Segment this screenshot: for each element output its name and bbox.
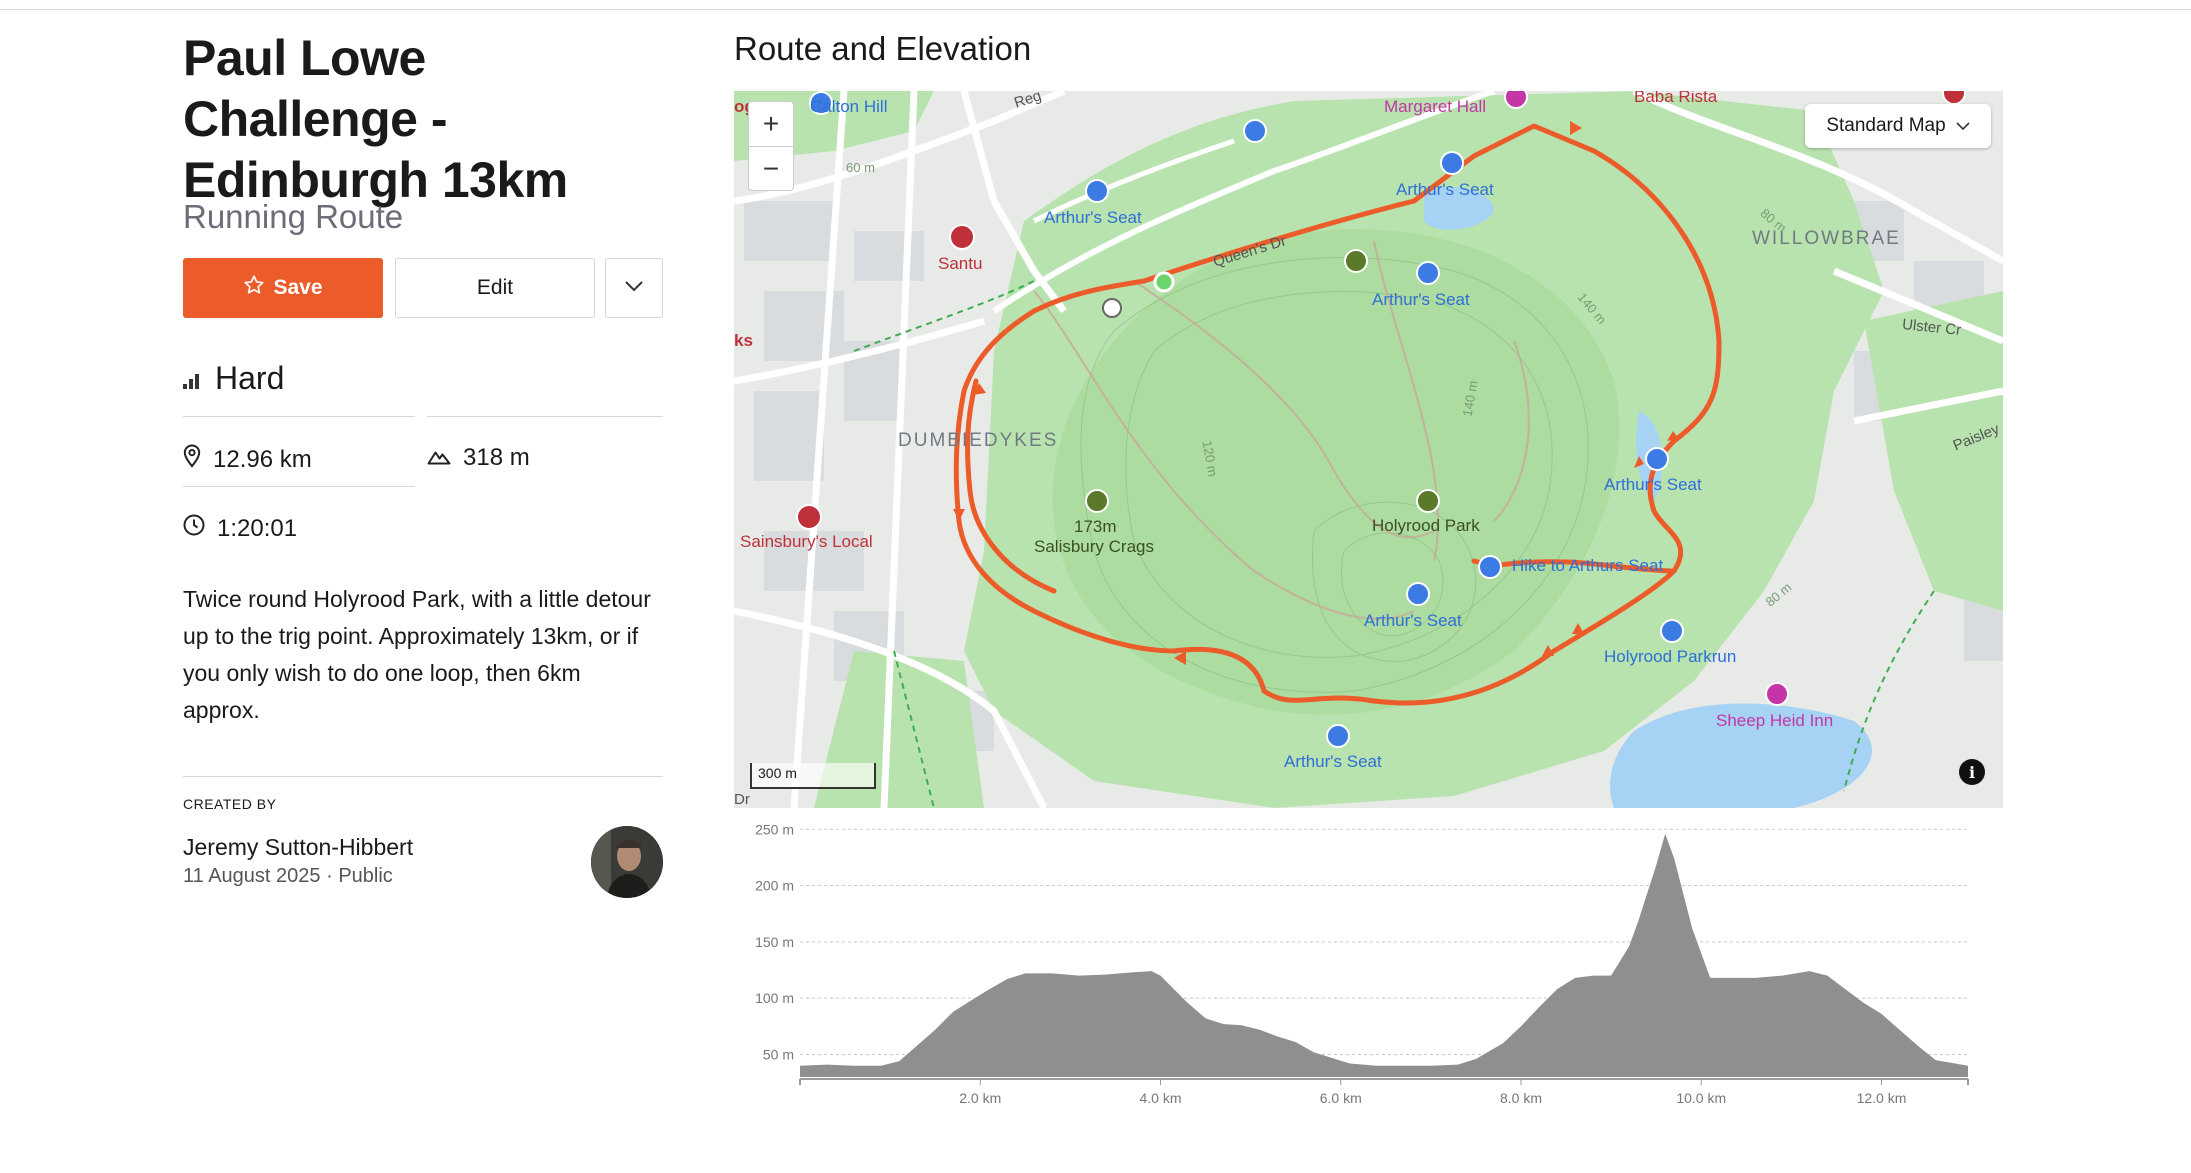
author-divider: [183, 776, 663, 777]
author-name[interactable]: Jeremy Sutton-Hibbert: [183, 834, 414, 860]
elevation-x-ticks: 2.0 km 4.0 km 6.0 km 8.0 km 10.0 km 12.0 km: [799, 1079, 1969, 1106]
poi-label-holyrood-park[interactable]: Holyrood Park: [1372, 516, 1480, 535]
stat-divider: [183, 486, 415, 487]
poi-label-arthurs-seat[interactable]: Arthur's Seat: [1284, 752, 1382, 771]
section-title: Route and Elevation: [734, 30, 1032, 67]
distance-value: 12.96 km: [213, 445, 312, 473]
visibility: Public: [338, 865, 393, 887]
mountain-icon: [427, 444, 451, 472]
route-type: Running Route: [183, 198, 404, 235]
top-divider: [0, 9, 2191, 10]
road-north: [1032, 138, 1235, 224]
clock-icon: [183, 514, 205, 543]
star-icon: [243, 274, 265, 302]
poi-label-margaret-hall[interactable]: Margaret Hall: [1384, 97, 1487, 116]
route-description: Twice round Holyrood Park, with a little…: [183, 586, 651, 723]
edge-label: ks: [734, 331, 753, 350]
x-tick-label: 2.0 km: [959, 1090, 1001, 1106]
x-tick-label: 12.0 km: [1857, 1090, 1907, 1106]
avatar[interactable]: [591, 826, 663, 898]
poi-label-hike-to-arthurs-seat[interactable]: Hike to Arthurs Seat: [1512, 556, 1664, 575]
hill-area: [1052, 229, 1620, 715]
chevron-down-icon: [624, 279, 644, 297]
stat-divider: [183, 416, 415, 417]
save-label: Save: [273, 276, 323, 299]
zoom-controls: + −: [748, 101, 794, 191]
elevation-chart[interactable]: 2.0 km 4.0 km 6.0 km 8.0 km 10.0 km 12.0 km 5…: [734, 815, 2003, 1115]
start-marker[interactable]: [1153, 271, 1175, 293]
queens-drive: [992, 91, 1495, 314]
poi-label-sainsburys-local[interactable]: Sainsbury's Local: [740, 532, 873, 551]
x-tick-label: 10.0 km: [1676, 1090, 1726, 1106]
edit-label: Edit: [476, 276, 514, 299]
map-type-label: Standard Map: [1826, 115, 1946, 136]
poi-label-holyrood-parkrun[interactable]: Holyrood Parkrun: [1604, 647, 1737, 666]
contour-label: 60 m: [846, 160, 875, 175]
page-title: Paul Lowe Challenge - Edinburgh 13km: [183, 30, 568, 208]
y-tick-label: 150 m: [755, 934, 794, 950]
finish-marker[interactable]: [1102, 298, 1122, 318]
poi-label-arthurs-seat[interactable]: Arthur's Seat: [1396, 180, 1494, 199]
area-label-willowbrae: WILLOWBRAE: [1752, 228, 1901, 249]
trails: [1033, 240, 1530, 620]
poi-label-arthurs-seat[interactable]: Arthur's Seat: [1604, 475, 1702, 494]
elevation-profile-area: [800, 833, 1968, 1077]
zoom-in-button[interactable]: +: [749, 102, 793, 147]
footpaths: [853, 280, 1935, 808]
poi-label-arthurs-seat[interactable]: Arthur's Seat: [1364, 611, 1462, 630]
stat-divider: [427, 416, 663, 417]
x-tick-label: 6.0 km: [1320, 1090, 1362, 1106]
st-margarets-loch: [1424, 187, 1494, 230]
created-by-label: CREATED BY: [183, 796, 277, 812]
poi-markers: [796, 91, 1966, 748]
difficulty-row: Hard: [183, 360, 284, 397]
poi-label-santu[interactable]: Santu: [938, 254, 983, 273]
route-direction-arrows: [953, 121, 1679, 665]
meta-separator: ·: [326, 865, 339, 887]
east-park: [1864, 291, 2003, 611]
created-date: 11 August 2025: [183, 865, 321, 887]
x-tick-label: 8.0 km: [1500, 1090, 1542, 1106]
more-options-button[interactable]: [605, 258, 663, 318]
route-meta: 11 August 2025 · Public: [183, 865, 393, 888]
elevation-y-ticks: 50 m 100 m 150 m 200 m 250 m: [755, 821, 794, 1062]
save-button[interactable]: Save: [183, 258, 383, 318]
edit-button[interactable]: Edit: [395, 258, 595, 318]
map-type-selector[interactable]: Standard Map: [1805, 104, 1991, 148]
poi-label-baba-rista[interactable]: Baba Rista: [1634, 91, 1718, 106]
y-tick-label: 200 m: [755, 878, 794, 894]
duddingston-loch: [1610, 703, 1872, 808]
route-details-panel: Paul Lowe Challenge - Edinburgh 13km Run…: [183, 28, 663, 898]
route-map[interactable]: Calton Hill Margaret Hall Baba Rista Art…: [734, 91, 2003, 808]
poi-label-salisbury-crags[interactable]: Salisbury Crags: [1034, 537, 1154, 556]
duration-stat: 1:20:01: [183, 514, 297, 543]
road-label-edge: Dr: [734, 791, 750, 808]
difficulty-label: Hard: [215, 360, 285, 396]
info-icon[interactable]: i: [1959, 759, 1985, 785]
map-scale-bar: 300 m: [750, 763, 876, 789]
contour-lines: [1080, 257, 1589, 693]
zoom-out-button[interactable]: −: [762, 153, 780, 184]
duration-value: 1:20:01: [217, 514, 298, 542]
x-tick-label: 4.0 km: [1139, 1090, 1181, 1106]
chevron-down-icon: [1956, 115, 1970, 137]
map-canvas: [734, 91, 2003, 808]
poi-label-arthurs-seat[interactable]: Arthur's Seat: [1372, 290, 1470, 309]
y-tick-label: 100 m: [755, 990, 794, 1006]
poi-label-summit-height[interactable]: 173m: [1074, 517, 1117, 536]
elevation-stat: 318 m: [427, 444, 530, 472]
poi-label-sheep-heid-inn[interactable]: Sheep Heid Inn: [1716, 711, 1834, 730]
signal-bars-icon: [183, 360, 201, 397]
location-pin-icon: [183, 444, 201, 475]
poi-label-arthurs-seat[interactable]: Arthur's Seat: [1044, 208, 1142, 227]
route-line: [953, 123, 1722, 706]
y-tick-label: 250 m: [755, 821, 794, 837]
poi-label-calton-hill[interactable]: Calton Hill: [810, 97, 888, 116]
distance-stat: 12.96 km: [183, 444, 312, 475]
y-tick-label: 50 m: [763, 1046, 794, 1062]
roads: [734, 91, 2003, 808]
area-label-dumbiedykes: DUMBIEDYKES: [898, 430, 1059, 451]
elevation-value: 318 m: [463, 444, 530, 471]
